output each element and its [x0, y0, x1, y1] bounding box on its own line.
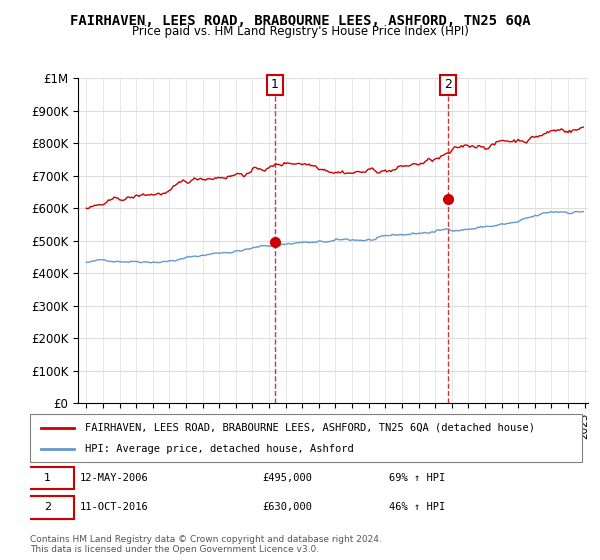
Text: 12-MAY-2006: 12-MAY-2006: [80, 473, 148, 483]
FancyBboxPatch shape: [22, 466, 74, 489]
FancyBboxPatch shape: [30, 414, 582, 462]
Text: 1: 1: [271, 78, 279, 91]
Text: 2: 2: [444, 78, 452, 91]
Text: HPI: Average price, detached house, Ashford: HPI: Average price, detached house, Ashf…: [85, 444, 354, 454]
Text: FAIRHAVEN, LEES ROAD, BRABOURNE LEES, ASHFORD, TN25 6QA: FAIRHAVEN, LEES ROAD, BRABOURNE LEES, AS…: [70, 14, 530, 28]
Text: £630,000: £630,000: [262, 502, 312, 512]
Text: 69% ↑ HPI: 69% ↑ HPI: [389, 473, 445, 483]
Text: 46% ↑ HPI: 46% ↑ HPI: [389, 502, 445, 512]
FancyBboxPatch shape: [22, 496, 74, 519]
Text: FAIRHAVEN, LEES ROAD, BRABOURNE LEES, ASHFORD, TN25 6QA (detached house): FAIRHAVEN, LEES ROAD, BRABOURNE LEES, AS…: [85, 423, 535, 433]
Text: Contains HM Land Registry data © Crown copyright and database right 2024.
This d: Contains HM Land Registry data © Crown c…: [30, 535, 382, 554]
Text: 1: 1: [44, 473, 51, 483]
Text: £495,000: £495,000: [262, 473, 312, 483]
Text: 11-OCT-2016: 11-OCT-2016: [80, 502, 148, 512]
Text: 2: 2: [44, 502, 51, 512]
Text: Price paid vs. HM Land Registry's House Price Index (HPI): Price paid vs. HM Land Registry's House …: [131, 25, 469, 38]
